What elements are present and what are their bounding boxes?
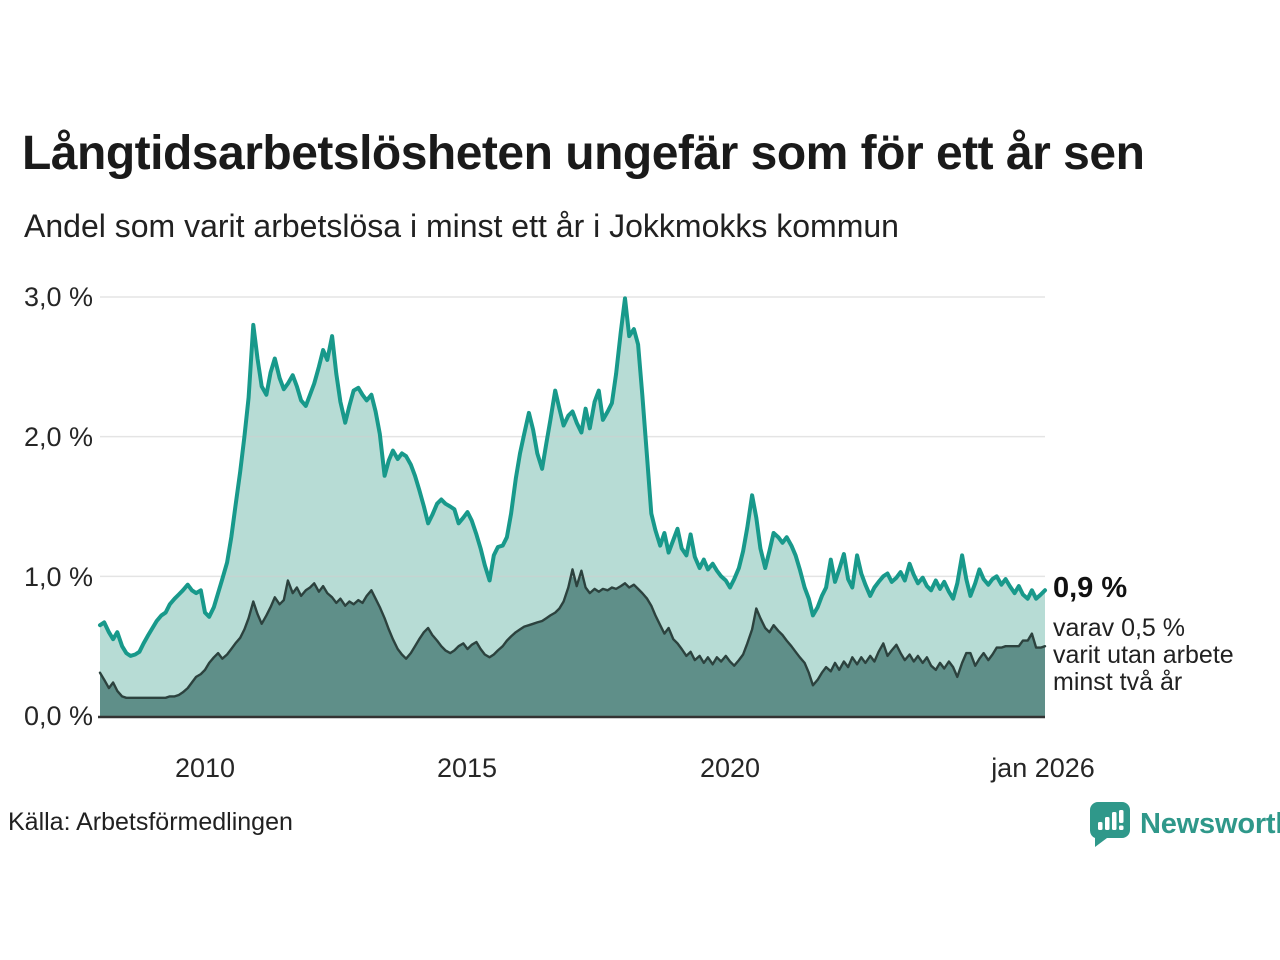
annotation-detail: varav 0,5 % varit utan arbete minst två … (1053, 615, 1234, 696)
y-tick-1: 1,0 % (23, 562, 93, 592)
y-tick-0: 0,0 % (23, 701, 93, 731)
annotation-detail-line-1: varav 0,5 % (1053, 614, 1186, 642)
y-tick-3: 3,0 % (23, 282, 93, 312)
x-tick-2015: 2015 (436, 753, 498, 783)
x-tick-2010: 2010 (174, 753, 236, 783)
source-credit: Källa: Arbetsförmedlingen (8, 808, 293, 836)
y-tick-2: 2,0 % (23, 422, 93, 452)
chart-area-series-2 (100, 569, 1045, 716)
annotation-detail-line-2: varit utan arbete (1053, 641, 1234, 669)
brand-name: Newsworthy (1140, 807, 1280, 840)
annotation-latest-value: 0,9 % (1053, 572, 1128, 604)
chart-line-series-1 (98, 296, 1047, 658)
newsworthy-chart-speech-bubble-icon (1090, 802, 1130, 847)
x-tick-2020: 2020 (699, 753, 761, 783)
chart-line-series-2 (98, 568, 1047, 699)
annotation-detail-line-3: minst två år (1053, 668, 1183, 696)
x-tick-jan-2026: jan 2026 (991, 753, 1095, 783)
page-title: Långtidsarbetslösheten ungefär som för e… (22, 127, 1145, 180)
page-subtitle: Andel som varit arbetslösa i minst ett å… (24, 208, 899, 244)
brand-logo: Newsworthy (1087, 800, 1280, 848)
